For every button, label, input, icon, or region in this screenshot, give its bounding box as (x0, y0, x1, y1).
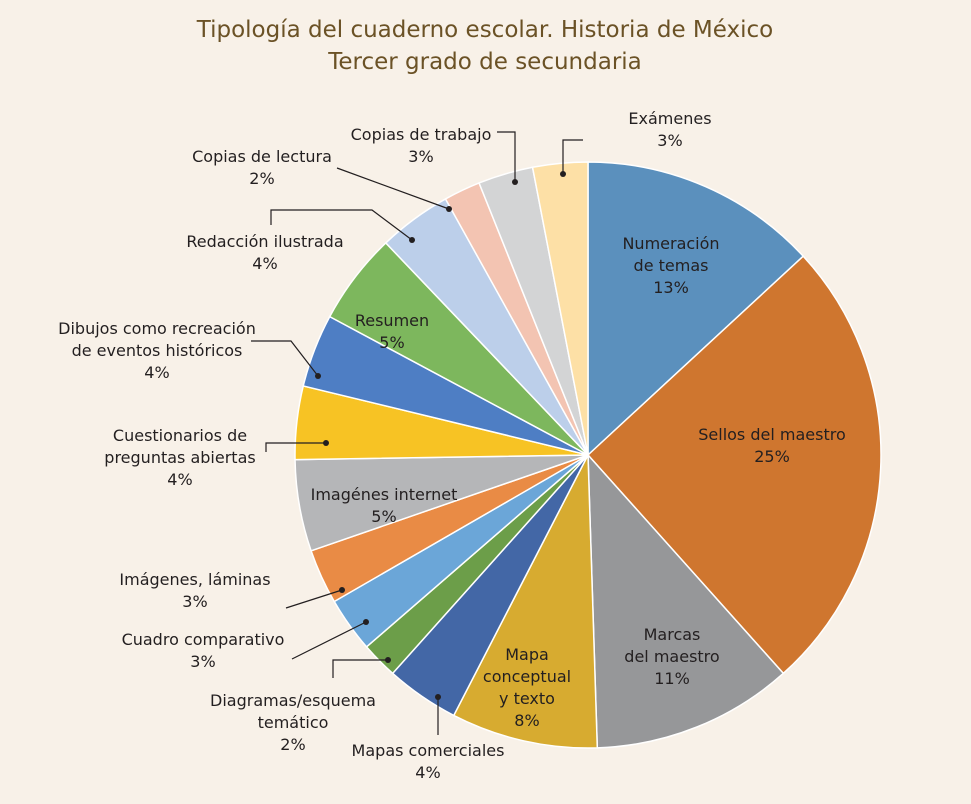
chart-title-line-1: Tipología del cuaderno escolar. Historia… (196, 17, 773, 43)
slice-label-1: Sellos del maestro 25% (698, 425, 846, 466)
leader-line-10 (251, 340, 319, 377)
leader-line-5 (332, 659, 388, 678)
leader-line-12 (270, 209, 413, 241)
leader-line-9 (265, 442, 326, 452)
slice-label-6: Cuadro comparativo 3% (122, 630, 285, 671)
pie-slice-3 (452, 452, 599, 749)
leader-dot-5 (385, 657, 391, 663)
leader-dot-13 (446, 206, 452, 212)
slice-label-4: Mapas comerciales 4% (352, 741, 505, 782)
pie-slice-0 (587, 161, 805, 457)
slice-label-2: Marcas del maestro 11% (624, 625, 719, 688)
slice-label-7: Imágenes, láminas 3% (119, 570, 270, 611)
leader-line-7 (285, 589, 343, 609)
leader-line-15 (562, 139, 583, 174)
slice-label-9: Cuestionarios de preguntas abiertas 4% (104, 426, 255, 489)
slice-label-12: Redacción ilustrada 4% (186, 232, 343, 273)
slice-label-10: Dibujos como recreación de eventos histór… (58, 319, 256, 382)
pie-slice-1 (586, 255, 882, 675)
slice-label-0: Numeración de temas 13% (622, 234, 719, 297)
slice-label-15: Exámenes 3% (628, 109, 711, 150)
leader-dot-7 (339, 587, 345, 593)
leader-line-6 (291, 621, 367, 660)
leader-dot-12 (409, 237, 415, 243)
leader-lines (251, 131, 583, 735)
leader-dot-10 (315, 373, 321, 379)
slice-label-3: Mapa conceptual y texto 8% (483, 645, 571, 730)
pie-slice-2 (587, 452, 785, 749)
leader-dot-9 (323, 440, 329, 446)
slice-label-8: Imagénes internet 5% (311, 485, 458, 526)
slice-label-14: Copias de trabajo 3% (351, 125, 492, 166)
pie-slices (294, 161, 882, 749)
chart-title-line-2: Tercer grado de secundaria (327, 49, 642, 75)
leader-dot-15 (560, 171, 566, 177)
slice-label-11: Resumen 5% (355, 311, 429, 352)
leader-line-13 (336, 167, 450, 210)
slice-label-13: Copias de lectura 2% (192, 147, 332, 188)
leader-dot-4 (435, 694, 441, 700)
leader-dot-14 (512, 179, 518, 185)
leader-line-14 (497, 131, 516, 182)
pie-slice-15 (531, 161, 589, 456)
leader-dot-6 (363, 619, 369, 625)
slice-label-5: Diagramas/esquema temático 2% (210, 691, 376, 754)
slice-labels: Numeración de temas 13% Sellos del maestro 2… (58, 109, 846, 782)
